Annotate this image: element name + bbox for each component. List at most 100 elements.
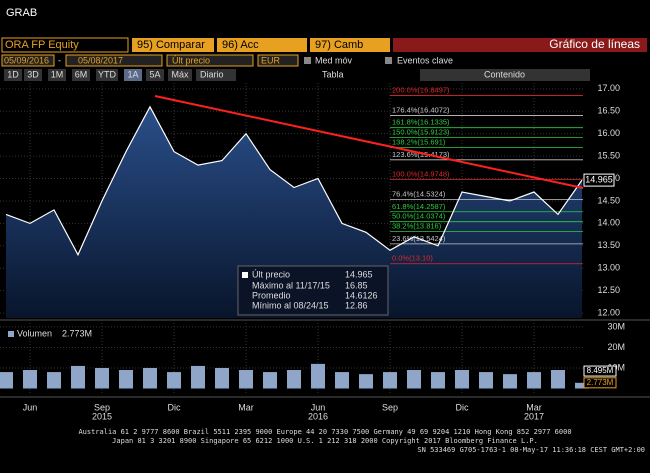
stat-name: Mínimo al 08/24/15 <box>252 300 329 310</box>
fib-label: 161.8%(16.1335) <box>392 118 450 127</box>
volume-bar <box>119 370 133 389</box>
stat-value: 16.85 <box>345 280 368 290</box>
fib-label: 123.6%(15.4173) <box>392 150 450 159</box>
range-btn[interactable] <box>72 69 90 81</box>
range-label: 6M <box>75 69 88 79</box>
range-label: 1D <box>7 69 19 79</box>
fib-label: 176.4%(16.4072) <box>392 105 450 114</box>
y-tick-label: 13.00 <box>597 263 620 273</box>
volume-bar <box>71 365 85 389</box>
y-tick-label: 17.00 <box>597 83 620 93</box>
stat-name: Promedio <box>252 290 291 300</box>
fib-label: 100.0%(14.9748) <box>392 170 450 179</box>
btn[interactable] <box>217 38 307 52</box>
chart-type-bar <box>393 38 647 52</box>
stat-name: Máximo al 11/17/15 <box>252 280 330 290</box>
legend-swatch <box>242 272 248 278</box>
range-label: 3D <box>27 69 39 79</box>
fib-label: 150.0%(15.9123) <box>392 128 450 137</box>
table: Tabla <box>322 69 344 79</box>
volume-bar <box>335 372 349 389</box>
fib-label: 138.2%(15.691) <box>392 138 446 147</box>
checkbox[interactable] <box>304 57 311 64</box>
dropdown[interactable] <box>196 69 236 81</box>
end-date: 05/08/2017 <box>78 55 123 65</box>
range-btn[interactable] <box>24 69 42 81</box>
btn-label: 95) Comparar <box>137 39 205 51</box>
volume-bar <box>239 370 253 389</box>
y-tick-label: 15.50 <box>597 150 620 160</box>
title: GRAB <box>6 7 37 19</box>
dropdown[interactable] <box>166 54 254 67</box>
volume-bar <box>503 374 517 389</box>
volume-bar <box>311 363 325 389</box>
y-tick-label: 12.50 <box>597 285 620 295</box>
range-btn[interactable] <box>48 69 66 81</box>
trendline <box>154 95 584 189</box>
date-sep: - <box>58 55 61 65</box>
input[interactable] <box>65 54 163 67</box>
year-label: 2017 <box>524 411 544 421</box>
fib-label: 76.4%(14.5324) <box>392 189 446 198</box>
currency: EUR <box>261 55 281 65</box>
legend-value: 14.965 <box>345 269 373 279</box>
volume-bar <box>407 370 421 389</box>
stat-value: 14.6126 <box>345 290 378 300</box>
range-btn[interactable] <box>168 69 192 81</box>
legend-name: Últ precio <box>252 269 290 279</box>
volume-bar <box>215 367 229 389</box>
fib-label: 38.2%(13.816) <box>392 222 442 231</box>
y-tick-label: 13.50 <box>597 240 620 250</box>
y-tick-label: 16.00 <box>597 128 620 138</box>
price-tag-label: 14.965 <box>585 174 613 184</box>
volume-bar <box>455 370 469 389</box>
y-tick-label: 20M <box>607 342 625 352</box>
start-date: 05/09/2016 <box>4 55 49 65</box>
range-btn[interactable] <box>146 69 164 81</box>
field: Últ precio <box>172 55 210 65</box>
fib-label: 200.0%(16.8497) <box>392 86 450 95</box>
period: Diario <box>200 69 224 79</box>
range-btn[interactable] <box>124 69 142 81</box>
volume-tag-label: 2.773M <box>587 378 614 387</box>
legend-swatch <box>8 331 14 337</box>
volume-bar <box>359 374 373 389</box>
btn[interactable] <box>132 38 214 52</box>
fib-label: 61.8%(14.2587) <box>392 202 446 211</box>
ticker-box[interactable] <box>1 37 129 53</box>
content: Contenido <box>484 69 525 79</box>
footer: Australia 61 2 9777 8600 Brazil 5511 239… <box>78 428 571 436</box>
chart-type: Gráfico de líneas <box>549 37 640 51</box>
y-tick-label: 16.50 <box>597 106 620 116</box>
x-tick-label: Dic <box>456 402 469 412</box>
option: Eventos clave <box>397 55 453 65</box>
volume-bar <box>527 372 541 389</box>
content-btn[interactable] <box>420 69 590 81</box>
y-tick-label: 30M <box>607 321 625 331</box>
footer: SN 533469 G705-1763-1 08-May-17 11:36:18… <box>417 446 645 454</box>
range-label: YTD <box>98 69 117 79</box>
checkbox[interactable] <box>385 57 392 64</box>
volume-bar <box>47 372 61 389</box>
range-label: 1A <box>127 69 138 79</box>
range-label: 1M <box>51 69 64 79</box>
btn-label: 96) Acc <box>222 39 259 51</box>
volume-tag-label: 8.495M <box>587 366 614 375</box>
btn[interactable] <box>310 38 390 52</box>
btn-label: 97) Camb <box>315 39 363 51</box>
stat-value: 12.86 <box>345 300 368 310</box>
legend-value: 2.773M <box>62 328 92 338</box>
x-tick-label: Mar <box>238 402 254 412</box>
year-label: 2016 <box>308 411 328 421</box>
input[interactable] <box>1 54 55 67</box>
volume-bar <box>551 370 565 389</box>
range-btn[interactable] <box>4 69 22 81</box>
price-area <box>6 106 582 318</box>
dropdown[interactable] <box>257 54 299 67</box>
range-btn[interactable] <box>96 69 118 81</box>
volume-bar <box>575 382 589 389</box>
x-tick-label: Sep <box>382 402 398 412</box>
ticker: ORA FP Equity <box>5 39 79 51</box>
